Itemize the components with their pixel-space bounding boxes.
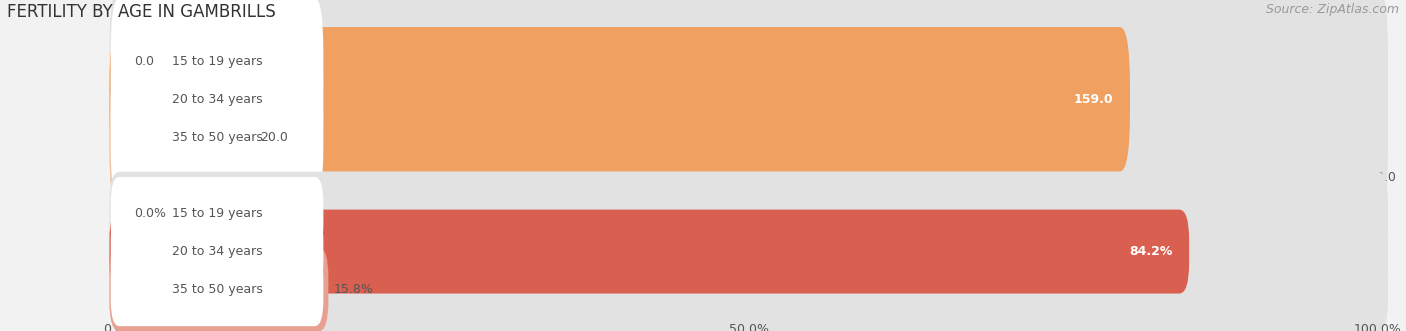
Text: 20 to 34 years: 20 to 34 years bbox=[172, 245, 263, 258]
Text: 20 to 34 years: 20 to 34 years bbox=[172, 93, 263, 106]
FancyBboxPatch shape bbox=[110, 210, 1189, 294]
Text: 0.0: 0.0 bbox=[135, 55, 155, 68]
Text: 159.0: 159.0 bbox=[1074, 93, 1114, 106]
Text: 15 to 19 years: 15 to 19 years bbox=[172, 207, 263, 220]
FancyBboxPatch shape bbox=[110, 210, 1388, 294]
FancyBboxPatch shape bbox=[111, 0, 323, 125]
FancyBboxPatch shape bbox=[110, 172, 1388, 256]
FancyBboxPatch shape bbox=[111, 74, 323, 200]
FancyBboxPatch shape bbox=[111, 215, 323, 288]
Text: Source: ZipAtlas.com: Source: ZipAtlas.com bbox=[1265, 3, 1399, 16]
FancyBboxPatch shape bbox=[110, 247, 329, 331]
Text: 15 to 19 years: 15 to 19 years bbox=[172, 55, 263, 68]
FancyBboxPatch shape bbox=[110, 247, 1388, 331]
FancyBboxPatch shape bbox=[110, 65, 1388, 210]
FancyBboxPatch shape bbox=[110, 27, 1130, 171]
FancyBboxPatch shape bbox=[111, 36, 323, 163]
Text: 0.0%: 0.0% bbox=[135, 207, 166, 220]
Text: 15.8%: 15.8% bbox=[333, 283, 374, 296]
Text: FERTILITY BY AGE IN GAMBRILLS: FERTILITY BY AGE IN GAMBRILLS bbox=[7, 3, 276, 21]
Text: 84.2%: 84.2% bbox=[1129, 245, 1173, 258]
Text: 35 to 50 years: 35 to 50 years bbox=[172, 131, 263, 144]
Text: 20.0: 20.0 bbox=[260, 131, 288, 144]
FancyBboxPatch shape bbox=[110, 27, 1388, 171]
FancyBboxPatch shape bbox=[111, 177, 323, 251]
FancyBboxPatch shape bbox=[111, 253, 323, 326]
FancyBboxPatch shape bbox=[110, 65, 256, 210]
Text: 35 to 50 years: 35 to 50 years bbox=[172, 283, 263, 296]
FancyBboxPatch shape bbox=[110, 0, 1388, 134]
